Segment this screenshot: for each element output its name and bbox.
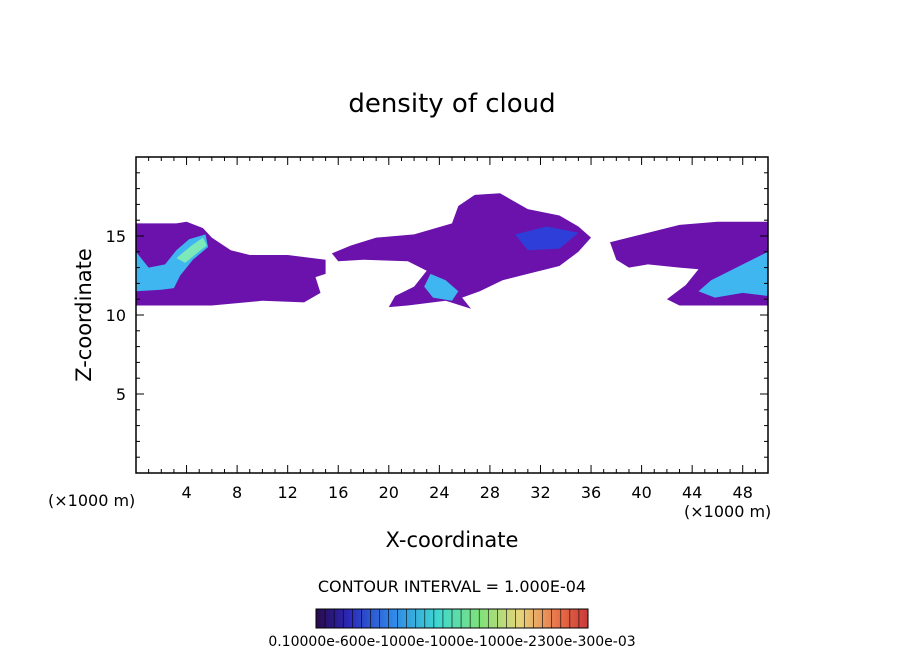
cloud-region-center-core [424, 273, 459, 301]
x-axis-label: X-coordinate [386, 528, 519, 552]
x-tick-label: 4 [181, 483, 191, 502]
x-tick-label: 24 [429, 483, 449, 502]
x-tick-label: 32 [530, 483, 550, 502]
cloud-region-left-peak [176, 237, 207, 263]
x-unit-label: (×1000 m) [684, 502, 771, 521]
contour-interval-text: CONTOUR INTERVAL = 1.000E-04 [318, 577, 586, 596]
y-axis-label: Z-coordinate [72, 248, 96, 382]
cloud-region-right-core [698, 251, 768, 298]
cloud-region-center-cloud [331, 193, 591, 309]
x-tick-label: 48 [733, 483, 753, 502]
cloud-region-left-band [136, 221, 326, 306]
x-tick-label: 8 [232, 483, 242, 502]
plot-frame [135, 156, 769, 474]
cloud-region-center-upper-core [515, 226, 579, 251]
x-tick-label: 28 [480, 483, 500, 502]
chart-title: density of cloud [348, 89, 555, 119]
colorbar-stripes [324, 609, 580, 628]
y-tick-label: 5 [116, 385, 126, 404]
y-tick-label: 15 [106, 227, 126, 246]
colorbar-labels: 0.10000e-600e-1000e-1000e-1000e-2300e-30… [268, 634, 635, 650]
x-tick-label: 20 [379, 483, 399, 502]
x-tick-label: 12 [278, 483, 298, 502]
cloud-regions [136, 193, 768, 309]
x-tick-label: 44 [682, 483, 702, 502]
x-tick-label: 16 [328, 483, 348, 502]
x-tick-label: 36 [581, 483, 601, 502]
x-tick-label: 40 [631, 483, 651, 502]
z-unit-label: (×1000 m) [48, 491, 135, 510]
y-tick-label: 10 [106, 306, 126, 325]
